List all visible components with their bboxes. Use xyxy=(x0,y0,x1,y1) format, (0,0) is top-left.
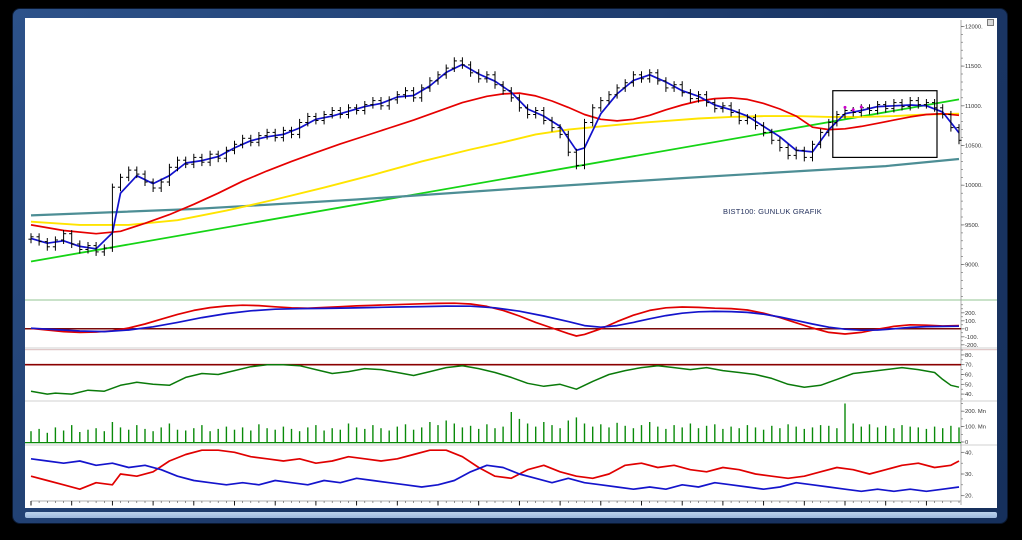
svg-text:30.: 30. xyxy=(965,472,973,478)
chart-screen: 12000. 11500. 11000. 10500. 10000. 9500. 9000.… xyxy=(25,18,997,508)
price-panel xyxy=(28,57,962,263)
window-bottom-strip xyxy=(25,512,997,518)
svg-text:0: 0 xyxy=(965,440,968,446)
marker-dot xyxy=(843,105,847,109)
svg-text:0: 0 xyxy=(965,327,968,333)
svg-text:70.: 70. xyxy=(965,363,973,369)
svg-text:200. Mn: 200. Mn xyxy=(965,409,986,415)
svg-text:80.: 80. xyxy=(965,353,973,359)
marker-dot xyxy=(851,108,855,112)
svg-text:40.: 40. xyxy=(965,392,973,398)
marker-dot xyxy=(859,105,863,109)
svg-text:10000.: 10000. xyxy=(965,183,983,189)
chart-title-annotation: BIST100: GUNLUK GRAFIK xyxy=(723,207,823,216)
svg-text:11500.: 11500. xyxy=(965,64,983,70)
macd-panel xyxy=(25,302,961,337)
chart-canvas[interactable]: 12000. 11500. 11000. 10500. 10000. 9500. 9000.… xyxy=(25,18,997,508)
svg-text:9500.: 9500. xyxy=(965,223,980,229)
svg-text:11000.: 11000. xyxy=(965,104,983,110)
x-axis xyxy=(30,500,961,506)
svg-text:100. Mn: 100. Mn xyxy=(965,425,986,431)
svg-text:60.: 60. xyxy=(965,373,973,379)
ohlc-bars xyxy=(28,57,962,256)
svg-text:10500.: 10500. xyxy=(965,144,983,150)
svg-text:9000.: 9000. xyxy=(965,263,980,269)
svg-text:-200.: -200. xyxy=(965,343,979,349)
oscillator-panel xyxy=(30,449,960,493)
rsi-panel xyxy=(25,363,961,395)
svg-text:50.: 50. xyxy=(965,382,973,388)
chart-menu-icon[interactable] xyxy=(987,19,994,26)
svg-text:40.: 40. xyxy=(965,450,973,456)
y-axis: 12000. 11500. 11000. 10500. 10000. 9500. 9000.… xyxy=(960,20,986,505)
svg-text:12000.: 12000. xyxy=(965,24,983,30)
svg-text:-100.: -100. xyxy=(965,335,979,341)
svg-text:100.: 100. xyxy=(965,319,977,325)
price-annotation-box xyxy=(832,90,938,158)
svg-text:20.: 20. xyxy=(965,494,973,500)
svg-text:200.: 200. xyxy=(965,311,977,317)
chart-window-frame: 12000. 11500. 11000. 10500. 10000. 9500. 9000.… xyxy=(12,8,1008,524)
panel-separators xyxy=(25,299,997,446)
volume-panel xyxy=(25,403,961,444)
